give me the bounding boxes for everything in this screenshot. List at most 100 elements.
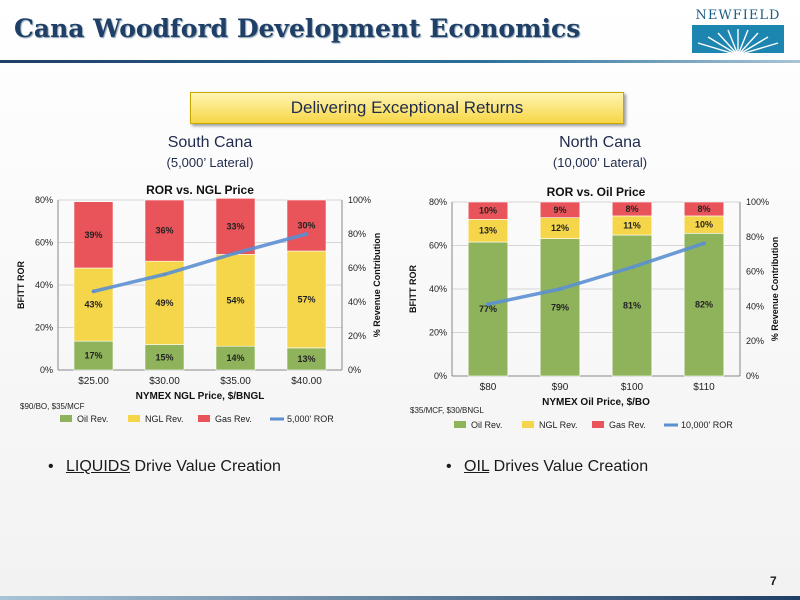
legend-swatch [454,421,466,428]
bar-data-label: 39% [84,230,102,240]
bar-data-label: 15% [155,352,173,362]
bar-segment [467,201,509,220]
y2-tick-label: 40% [348,297,366,307]
legend-label: Gas Rev. [215,414,252,424]
y2-tick-label: 80% [348,229,366,239]
legend-label: 10,000' ROR [681,420,733,430]
sunburst-icon [692,25,784,53]
bar-segment [73,340,114,371]
y2-tick-label: 60% [348,263,366,273]
bar-segment [611,234,653,377]
x-tick-label: $35.00 [220,376,251,387]
bullet-dot: • [446,458,452,475]
x-tick-label: $100 [621,382,644,393]
bar-segment [144,344,185,371]
bar-segment [467,241,509,377]
right-bullet-text: Drives Value Creation [489,458,649,475]
bar-data-label: 11% [623,220,641,230]
bar-segment [286,250,327,349]
legend-label: Oil Rev. [77,414,108,424]
legend-label: NGL Rev. [539,420,578,430]
bullet-dot: • [48,458,54,475]
bar-data-label: 13% [479,226,497,236]
y-axis-title: BFITT ROR [408,265,418,313]
bar-data-label: 30% [297,221,315,231]
south-cana-chart: ROR vs. NGL Price 0% 20% 40% 60% 80% 0% 20% 40% 6… [16,183,382,424]
y2-tick-label: 0% [746,371,759,381]
bar-data-label: 10% [479,206,497,216]
y-tick-label: 40% [429,284,447,294]
bar-segment [611,201,653,217]
south-subtitle: (5,000’ Lateral) [166,155,254,170]
bar-segment [539,201,581,218]
y2-tick-label: 40% [746,301,764,311]
bar-data-label: 81% [623,301,641,311]
ror-line [486,241,706,306]
legend-swatch [198,415,210,422]
bar-data-label: 49% [155,298,173,308]
y-tick-label: 80% [429,197,447,207]
footer-rule [0,596,800,600]
bar-data-label: 79% [551,302,569,312]
bar-data-label: 8% [697,204,710,214]
y-tick-label: 0% [40,365,53,375]
y-tick-label: 60% [429,241,447,251]
y2-tick-label: 100% [348,195,371,205]
south-price-note: $90/BO, $35/MCF [20,402,85,411]
bar-data-label: 43% [84,300,102,310]
legend-label: 5,000' ROR [287,414,334,424]
ror-point [162,272,167,277]
north-price-note: $35/MCF, $30/BNGL [410,406,484,415]
y-tick-label: 80% [35,195,53,205]
banner: Delivering Exceptional Returns [190,92,624,124]
bar-data-label: 8% [625,204,638,214]
logo-text: NEWFIELD [695,8,781,23]
y-tick-label: 20% [35,323,53,333]
x-tick-label: $25.00 [78,376,109,387]
ror-point [558,287,562,291]
south-title: South Cana [167,134,253,151]
bar-data-label: 10% [695,220,713,230]
x-tick-label: $80 [480,382,497,393]
page-title: Cana Woodford Development Economics [14,14,581,43]
ror-line [91,232,309,294]
company-logo: NEWFIELD [690,8,786,54]
bar-data-label: 13% [297,354,315,364]
bar-data-label: 82% [695,300,713,310]
header: Cana Woodford Development Economics NEWF… [0,0,800,63]
north-heading: North Cana (10,000’ Lateral) [510,134,690,170]
right-bullet-keyword: OIL [464,458,490,475]
bar-data-label: 54% [226,295,244,305]
bar-segment [539,238,581,377]
bar-data-label: 57% [297,294,315,304]
bar-segment [73,201,114,269]
bar-segment [73,267,114,342]
x-axis-title: NYMEX NGL Price, $/BNGL [136,391,265,402]
bar-data-label: 12% [551,223,569,233]
north-title: North Cana [559,134,641,151]
ror-point [304,232,309,236]
legend-swatch [60,415,72,422]
legend-swatch [128,415,140,422]
south-heading: South Cana (5,000’ Lateral) [120,134,300,170]
x-axis-title: NYMEX Oil Price, $/BO [542,397,650,408]
ror-point [486,302,490,307]
ror-point [702,241,706,246]
bar-data-label: 14% [226,353,244,363]
bar-data-label: 77% [479,304,497,314]
north-subtitle: (10,000’ Lateral) [552,155,648,170]
bar-data-label: 33% [226,221,244,231]
ror-point [91,289,96,294]
y2-axis-title: % Revenue Contribution [770,237,780,342]
x-tick-label: $110 [693,382,715,393]
legend-label: Gas Rev. [609,420,646,430]
x-tick-label: $90 [552,382,569,393]
y2-tick-label: 0% [348,365,361,375]
y2-tick-label: 100% [746,197,769,207]
legend-swatch [592,421,604,428]
y2-tick-label: 20% [746,336,764,346]
bar-segment [215,254,256,347]
legend-label: NGL Rev. [145,414,184,424]
right-bullet: • OIL Drives Value Creation [446,458,648,476]
